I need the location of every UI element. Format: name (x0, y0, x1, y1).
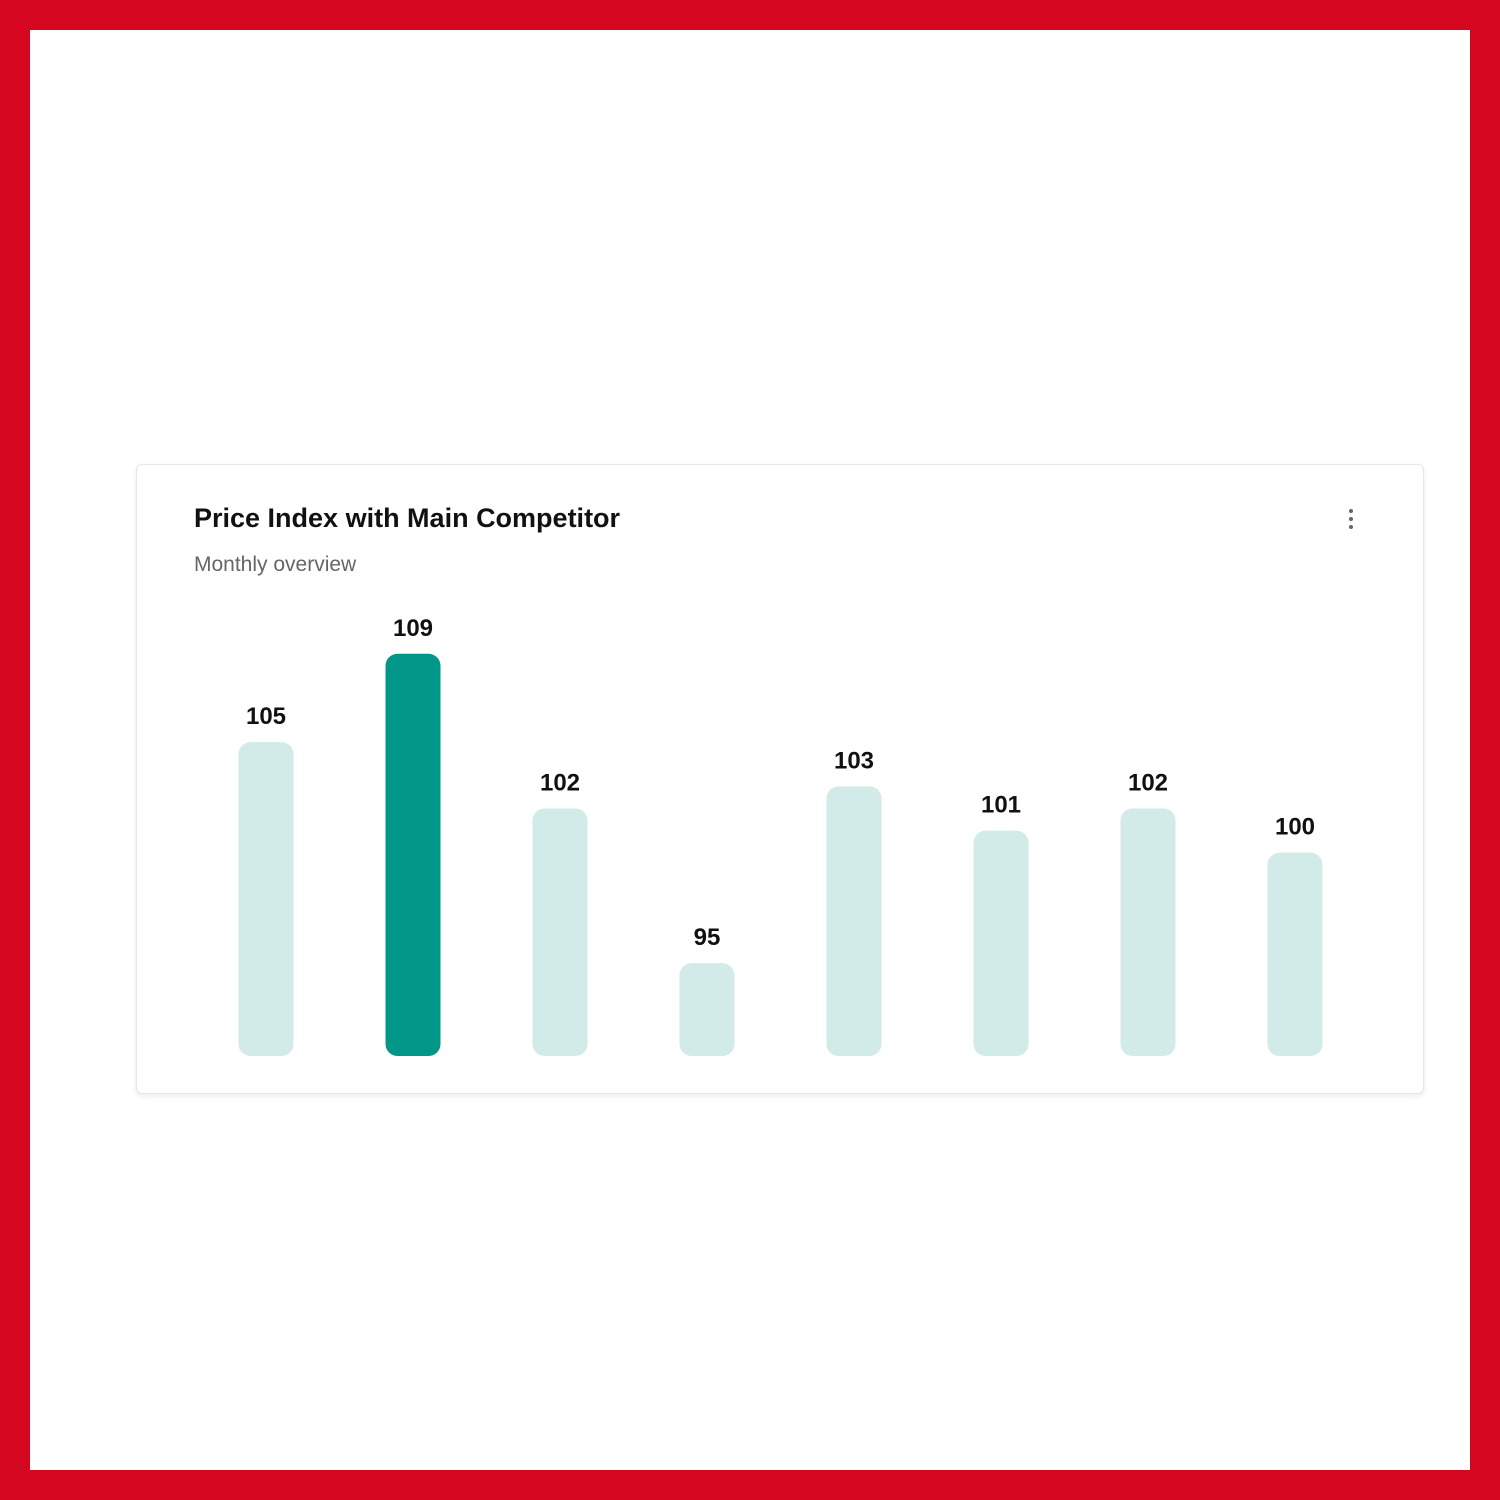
bar-6[interactable] (1120, 808, 1176, 1056)
more-vertical-icon[interactable] (1337, 505, 1365, 533)
bar-3[interactable] (679, 963, 735, 1056)
data-label-2: 102 (540, 769, 580, 796)
card-title: Price Index with Main Competitor (194, 503, 621, 533)
bar-4[interactable] (826, 786, 882, 1056)
data-label-1: 109 (393, 615, 433, 642)
data-label-7: 100 (1275, 814, 1315, 841)
bar-1[interactable] (385, 653, 441, 1056)
background-canvas: Price Index with Main Competitor Monthly… (30, 30, 1470, 1470)
bar-7[interactable] (1267, 852, 1323, 1056)
bar-0[interactable] (238, 742, 294, 1056)
data-label-5: 101 (981, 792, 1021, 819)
card-subtitle: Monthly overview (194, 553, 357, 576)
bar-5[interactable] (973, 830, 1029, 1056)
data-label-6: 102 (1128, 769, 1168, 796)
bar-chart: 105 109 102 95 103 101 102 100 (238, 615, 1323, 1056)
data-label-4: 103 (834, 747, 874, 774)
data-label-0: 105 (246, 703, 286, 730)
chart-card: Price Index with Main Competitor Monthly… (136, 464, 1424, 1094)
bar-2[interactable] (532, 808, 588, 1056)
data-label-3: 95 (694, 924, 721, 951)
